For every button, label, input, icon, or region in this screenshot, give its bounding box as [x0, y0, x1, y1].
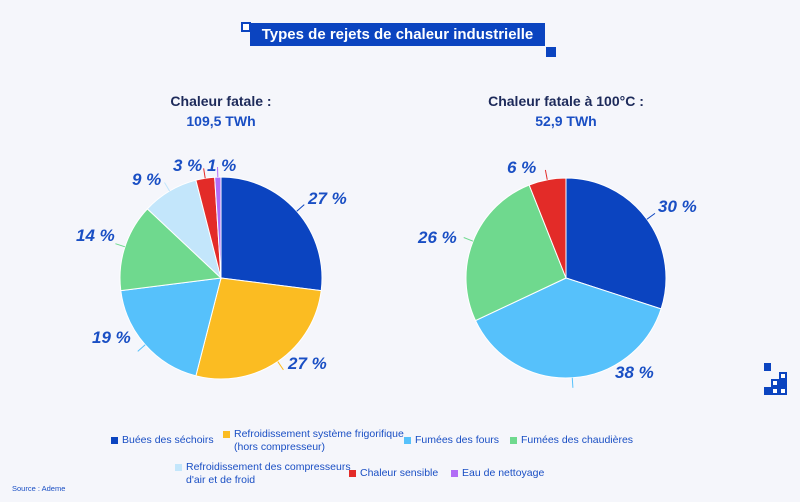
legend-item: Refroidissement des compresseurs d'air e…	[175, 461, 365, 487]
legend-item: Fumées des chaudières	[510, 434, 633, 447]
pie1-title: Chaleur fatale : 109,5 TWh	[121, 91, 321, 131]
legend-swatch	[510, 437, 517, 444]
pie1-label: 27 %	[308, 189, 347, 208]
legend-item: Fumées des fours	[404, 434, 499, 447]
source-note: Source : Ademe	[12, 484, 66, 493]
legend-item: Chaleur sensible	[349, 467, 438, 480]
pie1-label: 14 %	[76, 226, 115, 245]
pie1-leader-line	[203, 168, 206, 179]
legend-label: Eau de nettoyage	[462, 467, 545, 479]
legend-swatch	[451, 470, 458, 477]
legend-item: Buées des séchoirs	[111, 434, 214, 447]
pie2-leader-line	[544, 169, 548, 180]
pie2-leader-line	[463, 237, 474, 242]
legend-label: Fumées des chaudières	[521, 434, 634, 446]
legend-label: Refroidissement des compresseurs d'air e…	[186, 461, 351, 486]
pie1-leader-line	[296, 204, 305, 212]
pie1-label: 19 %	[92, 328, 131, 347]
legend-label: Chaleur sensible	[360, 467, 439, 479]
chart-title: Types de rejets de chaleur industrielle	[250, 23, 545, 46]
legend-swatch	[111, 437, 118, 444]
pie1-leader-line	[277, 361, 284, 371]
pie1-total: 109,5 TWh	[186, 113, 256, 129]
pie1-title-text: Chaleur fatale :	[170, 93, 272, 109]
pie2-label: 38 %	[615, 363, 654, 382]
pie1-label: 1 %	[207, 156, 237, 175]
pie2-slice	[528, 177, 567, 279]
pie1-label: 3 %	[173, 156, 203, 175]
pie2-label: 30 %	[658, 197, 697, 216]
pie1-slice	[119, 208, 223, 292]
legend-label: Buées des séchoirs	[122, 434, 214, 446]
pie2-total: 52,9 TWh	[535, 113, 597, 129]
pie2-slice	[565, 177, 667, 310]
pie1-leader-line	[137, 344, 146, 352]
pie2-label: 6 %	[507, 158, 537, 177]
pie2-leader-line	[571, 377, 574, 388]
pie1-leader-line	[115, 243, 126, 248]
pie1-label: 27 %	[288, 354, 327, 373]
pie2-title: Chaleur fatale à 100°C : 52,9 TWh	[466, 91, 666, 131]
legend-item: Refroidissement système frigorifique (ho…	[223, 428, 423, 454]
pie2-leader-line	[646, 212, 656, 220]
pie1-leader-line	[164, 182, 171, 192]
legend-item: Eau de nettoyage	[451, 467, 544, 480]
pie1-slice	[195, 277, 322, 380]
legend-swatch	[175, 464, 182, 471]
legend-swatch	[404, 437, 411, 444]
pie2-slice	[474, 277, 662, 379]
pie2-label: 26 %	[418, 228, 457, 247]
legend-swatch	[349, 470, 356, 477]
legend-label: Fumées des fours	[415, 434, 500, 446]
pie1-slice	[220, 176, 323, 292]
pie2-title-text: Chaleur fatale à 100°C :	[488, 93, 644, 109]
pie1-slice	[120, 277, 222, 377]
legend-label: Refroidissement système frigorifique (ho…	[234, 428, 404, 453]
pie1-label: 9 %	[132, 170, 162, 189]
legend-swatch	[223, 431, 230, 438]
banner-deco-square	[546, 47, 556, 57]
